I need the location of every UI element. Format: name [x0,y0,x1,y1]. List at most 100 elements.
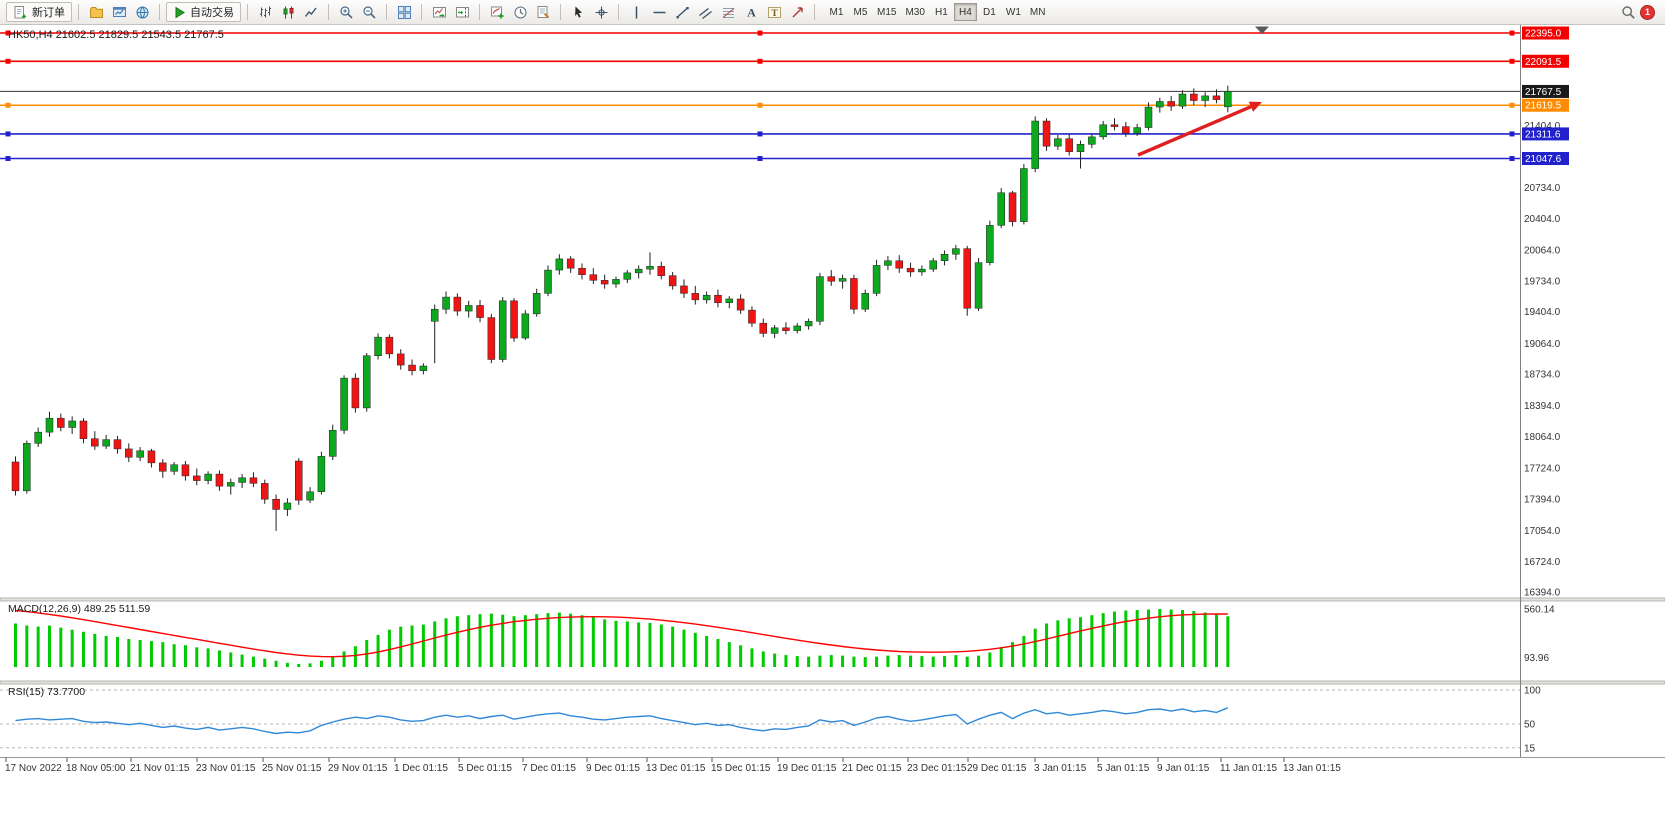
candle-bullish [544,269,552,294]
candle-bearish [657,266,666,276]
macd-histogram-bar [1022,635,1026,667]
macd-histogram-bar [954,655,958,667]
time-axis-label: 7 Dec 01:15 [522,763,576,774]
level-line-orange-handle[interactable] [5,102,11,108]
auto-trading-button[interactable]: 自动交易 [166,2,241,22]
text-tool-button[interactable]: A [740,2,762,22]
bar-chart-button[interactable] [254,2,276,22]
macd-histogram-bar [1180,610,1184,667]
fibonacci-tool-button[interactable] [717,2,739,22]
auto-scroll-button[interactable] [428,2,450,22]
indicators-icon [490,6,503,18]
macd-histogram-bar [47,625,51,667]
candle-bullish [793,325,802,331]
candlestick-chart-button[interactable] [277,2,299,22]
line-chart-button[interactable] [300,2,322,22]
candle-bearish [1110,124,1119,127]
support-line-blue-lower-handle[interactable] [1509,156,1515,162]
zoom-in-button[interactable] [335,2,357,22]
support-line-blue-lower-handle[interactable] [5,156,11,162]
level-line-orange-handle[interactable] [757,102,763,108]
cursor-icon [574,6,582,18]
rsi-axis-label: 100 [1524,686,1541,697]
crosshair-tool-button[interactable] [590,2,612,22]
resistance-line-upper-handle[interactable] [1509,30,1515,36]
macd-histogram-bar [161,642,165,667]
candle-bearish [11,461,20,492]
price-badge [1522,54,1569,68]
resistance-line-lower-handle[interactable] [1509,58,1515,64]
candle-bearish [181,464,190,477]
price-axis-label: 17394.0 [1524,494,1561,505]
candle-bullish [1031,120,1039,169]
support-line-blue-upper-handle[interactable] [5,131,11,137]
price-badge-label: 21047.6 [1525,154,1562,165]
support-line-blue-lower-handle[interactable] [757,156,763,162]
horizontal-line-tool-button[interactable] [648,2,670,22]
timeframe-d1[interactable]: D1 [978,3,1001,21]
candle-bullish [702,294,711,301]
timeframe-h1[interactable]: H1 [930,3,953,21]
profiles-button[interactable] [85,2,107,22]
resistance-line-upper-handle[interactable] [757,30,763,36]
timeframe-h4[interactable]: H4 [953,3,977,21]
support-line-blue-upper-handle[interactable] [1509,131,1515,137]
panel-divider[interactable] [0,680,1665,685]
timeframe-m5[interactable]: M5 [849,3,872,21]
chart-plot-area[interactable] [0,25,1520,598]
text-icon: A [747,5,756,19]
candle-bearish [295,460,303,501]
macd-histogram-bar [727,642,731,667]
svg-text:A: A [747,5,756,19]
tile-windows-button[interactable] [393,2,415,22]
macd-histogram-bar [807,656,811,667]
community-button[interactable] [131,2,153,22]
trend-arrow[interactable] [1137,105,1252,157]
chart-shift-marker[interactable] [1255,26,1269,35]
panel-divider[interactable] [0,597,1665,602]
periods-button[interactable] [509,2,531,22]
zoom-out-button[interactable] [358,2,380,22]
resistance-line-upper-handle[interactable] [5,30,11,36]
text-label-tool-button[interactable]: T [763,2,785,22]
vertical-line-tool-button[interactable] [625,2,647,22]
macd-histogram-bar [739,645,743,667]
new-order-button[interactable]: 新订单 [6,2,72,22]
resistance-line-lower-handle[interactable] [5,58,11,64]
timeframe-m15[interactable]: M15 [873,3,900,21]
time-axis-label: 5 Jan 01:15 [1097,763,1150,774]
macd-histogram-bar [115,636,119,667]
cursor-tool-button[interactable] [567,2,589,22]
candle-bullish [306,491,314,501]
macd-histogram-bar [331,656,335,667]
macd-histogram-bar [1045,623,1049,667]
channel-tool-button[interactable] [694,2,716,22]
bar-chart-icon [259,6,271,17]
templates-button[interactable] [532,2,554,22]
indicators-button[interactable] [486,2,508,22]
chart-window-button[interactable] [108,2,130,22]
timeframe-m1[interactable]: M1 [825,3,848,21]
notification-badge[interactable]: 1 [1640,4,1655,20]
macd-histogram-bar [773,653,777,667]
candle-bearish [963,248,971,309]
zoom-out-icon [362,5,376,19]
trendline-tool-button[interactable] [671,2,693,22]
candle-bearish [691,293,700,301]
arrows-tool-button[interactable] [786,2,808,22]
resistance-line-lower-handle[interactable] [757,58,763,64]
search-button[interactable] [1617,2,1639,22]
chart-shift-button[interactable] [451,2,473,22]
timeframe-w1[interactable]: W1 [1002,3,1025,21]
price-axis-label: 17724.0 [1524,464,1561,475]
timeframe-m30[interactable]: M30 [901,3,928,21]
level-line-orange-handle[interactable] [1509,102,1515,108]
support-line-blue-upper-handle[interactable] [757,131,763,137]
timeframe-mn[interactable]: MN [1026,3,1050,21]
toolbar-separator [814,4,815,20]
trend-arrow-head[interactable] [1248,101,1262,112]
rsi-title: RSI(15) 73.7700 [8,686,85,698]
candle-bullish [374,336,382,357]
macd-histogram-bar [580,615,584,667]
